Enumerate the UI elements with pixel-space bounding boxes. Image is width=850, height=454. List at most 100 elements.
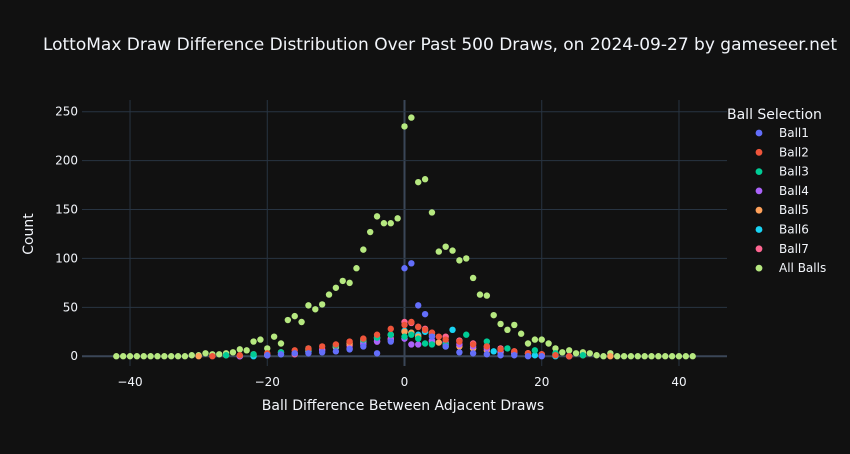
legend-item[interactable]: Ball1 <box>755 126 809 140</box>
data-point <box>408 341 415 348</box>
data-point <box>620 353 628 360</box>
data-point <box>668 353 676 360</box>
data-point <box>373 331 381 338</box>
data-point <box>538 353 545 360</box>
data-point <box>552 345 559 352</box>
data-point <box>456 349 463 356</box>
data-point <box>222 352 230 359</box>
legend-item[interactable]: Ball2 <box>755 145 809 159</box>
x-axis-label: Ball Difference Between Adjacent Draws <box>262 398 544 414</box>
data-point <box>277 351 285 358</box>
data-point <box>305 350 312 357</box>
legend-marker <box>755 187 763 195</box>
data-point <box>435 333 443 340</box>
legend-item[interactable]: Ball5 <box>755 203 809 217</box>
data-point <box>154 353 161 360</box>
data-point <box>195 353 202 360</box>
data-point <box>332 341 340 348</box>
data-point <box>614 353 621 360</box>
y-tick-label: 0 <box>70 349 78 363</box>
data-point <box>490 348 497 355</box>
y-tick-label: 250 <box>55 105 78 119</box>
data-point <box>243 347 250 354</box>
data-point <box>394 215 401 222</box>
data-point <box>346 346 353 353</box>
data-point <box>360 335 367 342</box>
series-ball2 <box>209 318 573 360</box>
legend-item[interactable]: All Balls <box>755 261 827 275</box>
x-tick-label: 40 <box>671 375 686 389</box>
data-point <box>579 352 587 359</box>
legend-item[interactable]: Ball4 <box>755 184 809 198</box>
data-point <box>318 301 326 308</box>
data-point <box>113 353 120 360</box>
data-point <box>147 353 154 360</box>
legend-marker <box>755 245 763 253</box>
data-point <box>421 326 429 334</box>
data-point <box>490 311 497 319</box>
data-point <box>346 338 353 345</box>
data-point <box>209 353 216 360</box>
data-point <box>291 312 298 320</box>
data-point <box>133 353 141 360</box>
data-point <box>264 352 271 359</box>
data-point <box>497 346 504 353</box>
y-tick-labels: 0 50 100 150 200 250 <box>55 105 78 363</box>
data-point <box>401 321 408 329</box>
data-point <box>161 353 168 360</box>
data-point <box>483 292 491 299</box>
data-point <box>600 353 607 360</box>
data-point <box>627 353 635 360</box>
data-point <box>531 352 539 359</box>
data-point <box>421 310 429 318</box>
data-point <box>325 291 333 298</box>
data-point <box>648 353 655 360</box>
legend-label: All Balls <box>779 261 826 275</box>
data-point <box>250 338 257 345</box>
data-point <box>565 353 573 360</box>
legend-item[interactable]: Ball6 <box>755 223 809 237</box>
series-ball3 <box>222 331 587 359</box>
data-point <box>449 247 456 254</box>
data-point <box>469 350 477 357</box>
data-point <box>524 340 532 347</box>
data-point <box>538 336 545 343</box>
data-point <box>270 333 278 340</box>
data-point <box>387 220 394 227</box>
data-point <box>366 228 374 236</box>
chart-title: LottoMax Draw Difference Distribution Ov… <box>43 35 837 55</box>
data-point <box>332 348 340 355</box>
data-point <box>586 350 593 357</box>
data-point <box>442 243 449 250</box>
data-point <box>373 350 381 357</box>
legend-marker <box>755 206 763 214</box>
data-point <box>456 338 463 345</box>
data-point <box>442 336 449 343</box>
data-point <box>662 353 669 360</box>
data-point <box>250 351 257 358</box>
legend-marker <box>755 226 763 233</box>
data-point <box>415 302 422 309</box>
data-point <box>119 353 127 360</box>
data-point <box>408 114 415 121</box>
data-point <box>593 352 600 359</box>
data-point <box>408 260 415 267</box>
data-point <box>202 350 209 357</box>
data-point <box>305 345 312 352</box>
data-point <box>415 323 422 331</box>
data-point <box>360 343 367 350</box>
data-point <box>428 333 436 340</box>
data-point <box>401 123 408 130</box>
data-point <box>305 302 312 309</box>
y-tick-label: 200 <box>55 154 78 168</box>
legend-item[interactable]: Ball3 <box>755 165 809 179</box>
legend-item[interactable]: Ball7 <box>755 242 809 256</box>
data-point <box>689 353 696 360</box>
x-tick-label: −20 <box>255 375 280 389</box>
data-point <box>216 351 223 358</box>
legend-marker <box>755 148 763 156</box>
data-point <box>277 340 285 347</box>
data-point <box>435 339 443 346</box>
data-point <box>634 353 641 360</box>
